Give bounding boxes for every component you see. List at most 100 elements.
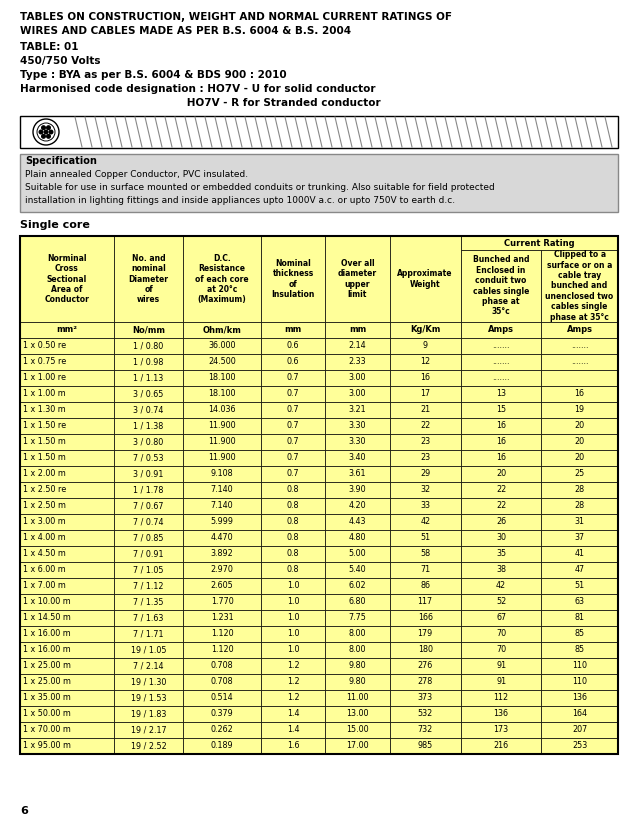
Text: 373: 373 xyxy=(418,694,433,702)
Text: 3.90: 3.90 xyxy=(348,486,366,495)
Bar xyxy=(114,354,183,370)
Text: 1 x 50.00 m: 1 x 50.00 m xyxy=(23,710,71,719)
Text: 0.8: 0.8 xyxy=(287,566,299,575)
Bar xyxy=(325,674,390,690)
Text: 28: 28 xyxy=(575,501,584,510)
Text: 7 / 0.67: 7 / 0.67 xyxy=(133,501,164,510)
Bar xyxy=(20,354,114,370)
Bar xyxy=(390,530,461,546)
Text: 3.61: 3.61 xyxy=(348,469,366,478)
Text: Clipped to a
surface or on a
cable tray
bunched and
unenclosed two
cables single: Clipped to a surface or on a cable tray … xyxy=(545,250,614,321)
Text: 1 x 25.00 m: 1 x 25.00 m xyxy=(23,662,71,671)
Text: 0.7: 0.7 xyxy=(287,406,299,415)
Text: 0.7: 0.7 xyxy=(287,438,299,447)
Text: 253: 253 xyxy=(572,742,587,751)
Bar xyxy=(390,658,461,674)
Text: 1.6: 1.6 xyxy=(287,742,299,751)
Text: 1 x 16.00 m: 1 x 16.00 m xyxy=(23,629,71,638)
Text: 1 / 1.38: 1 / 1.38 xyxy=(133,421,164,430)
Bar xyxy=(541,450,618,466)
Bar xyxy=(114,610,183,626)
Text: 22: 22 xyxy=(420,421,431,430)
Text: 6: 6 xyxy=(20,806,28,816)
Text: 1.2: 1.2 xyxy=(287,677,299,686)
Text: WIRES AND CABLES MADE AS PER B.S. 6004 & B.S. 2004: WIRES AND CABLES MADE AS PER B.S. 6004 &… xyxy=(20,26,351,36)
Text: 216: 216 xyxy=(494,742,508,751)
Bar xyxy=(114,370,183,386)
Bar xyxy=(183,738,261,754)
Text: 85: 85 xyxy=(575,645,584,654)
Text: 5.999: 5.999 xyxy=(211,518,234,526)
Text: 1 / 1.13: 1 / 1.13 xyxy=(133,373,164,382)
Bar xyxy=(261,722,325,738)
Text: 20: 20 xyxy=(575,438,584,447)
Bar xyxy=(541,594,618,610)
Bar xyxy=(390,434,461,450)
Bar xyxy=(20,578,114,594)
Text: 91: 91 xyxy=(496,677,506,686)
Bar xyxy=(325,610,390,626)
Text: 7 / 0.53: 7 / 0.53 xyxy=(133,453,164,463)
Text: 4.20: 4.20 xyxy=(348,501,366,510)
Bar xyxy=(114,498,183,514)
Text: 19 / 1.83: 19 / 1.83 xyxy=(131,710,167,719)
Text: 1 x 1.00 re: 1 x 1.00 re xyxy=(23,373,66,382)
Bar xyxy=(261,450,325,466)
Text: 20: 20 xyxy=(496,469,506,478)
Bar xyxy=(261,562,325,578)
Bar xyxy=(325,578,390,594)
Bar xyxy=(114,642,183,658)
Bar xyxy=(390,706,461,722)
Text: Approximate
Weight: Approximate Weight xyxy=(397,269,453,289)
Text: 0.189: 0.189 xyxy=(211,742,234,751)
Text: 85: 85 xyxy=(575,629,584,638)
Text: 23: 23 xyxy=(420,438,430,447)
Bar xyxy=(20,530,114,546)
Text: 14.036: 14.036 xyxy=(209,406,236,415)
Bar xyxy=(20,338,114,354)
Bar xyxy=(20,116,618,148)
Bar xyxy=(325,562,390,578)
Text: 1 x 10.00 m: 1 x 10.00 m xyxy=(23,597,71,606)
Text: 12: 12 xyxy=(420,358,430,367)
Bar xyxy=(461,370,541,386)
Bar xyxy=(461,354,541,370)
Bar xyxy=(461,674,541,690)
Bar xyxy=(390,722,461,738)
Bar xyxy=(325,690,390,706)
Bar xyxy=(261,482,325,498)
Text: 1 x 1.50 m: 1 x 1.50 m xyxy=(23,438,66,447)
Text: TABLES ON CONSTRUCTION, WEIGHT AND NORMAL CURRENT RATINGS OF: TABLES ON CONSTRUCTION, WEIGHT AND NORMA… xyxy=(20,12,452,22)
Bar xyxy=(183,402,261,418)
Bar xyxy=(183,370,261,386)
Text: 1.231: 1.231 xyxy=(211,614,234,623)
Text: 7 / 1.12: 7 / 1.12 xyxy=(133,582,164,591)
Text: 0.8: 0.8 xyxy=(287,486,299,495)
Bar xyxy=(20,386,114,402)
Bar xyxy=(261,738,325,754)
Text: 1 x 2.50 m: 1 x 2.50 m xyxy=(23,501,66,510)
Bar xyxy=(183,236,261,322)
Bar xyxy=(114,738,183,754)
Bar xyxy=(461,642,541,658)
Bar xyxy=(541,674,618,690)
Bar xyxy=(325,706,390,722)
Text: 31: 31 xyxy=(575,518,584,526)
Text: 1 x 95.00 m: 1 x 95.00 m xyxy=(23,742,71,751)
Text: 1 x 2.50 re: 1 x 2.50 re xyxy=(23,486,66,495)
Bar xyxy=(183,610,261,626)
Bar xyxy=(461,530,541,546)
Bar xyxy=(461,466,541,482)
Bar xyxy=(20,370,114,386)
Bar xyxy=(541,626,618,642)
Text: 21: 21 xyxy=(420,406,430,415)
Text: 1 x 6.00 m: 1 x 6.00 m xyxy=(23,566,66,575)
Bar xyxy=(325,722,390,738)
Text: 24.500: 24.500 xyxy=(208,358,236,367)
Text: 11.900: 11.900 xyxy=(209,438,236,447)
Bar xyxy=(325,626,390,642)
Bar xyxy=(261,322,325,338)
Text: 35: 35 xyxy=(496,549,506,558)
Text: 1 x 14.50 m: 1 x 14.50 m xyxy=(23,614,71,623)
Text: 1.4: 1.4 xyxy=(287,710,299,719)
